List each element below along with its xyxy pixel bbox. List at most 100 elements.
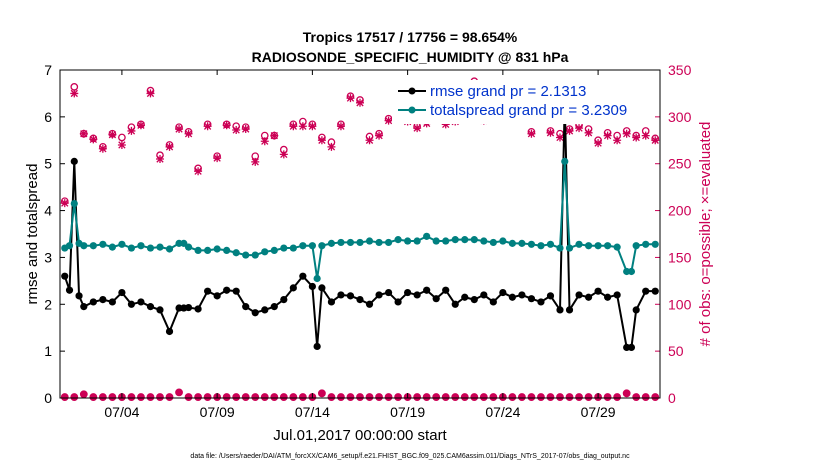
x-tick-label: 07/19 [390, 404, 425, 420]
totalspread-point [432, 237, 440, 245]
rmse-point [651, 287, 659, 295]
obs-zero-point [137, 393, 145, 401]
totalspread-point [404, 237, 412, 245]
obs-zero-point [184, 393, 193, 401]
obs-evaluated-point [79, 129, 88, 138]
rmse-point [156, 306, 164, 314]
totalspread-point [251, 251, 259, 259]
totalspread-point [194, 246, 202, 254]
totalspread-point [223, 246, 231, 254]
totalspread-point [642, 240, 650, 248]
rmse-point [213, 292, 221, 300]
obs-zero-point [327, 393, 336, 401]
obs-evaluated-point [70, 89, 79, 98]
rmse-point [527, 295, 536, 303]
totalspread-point [313, 274, 321, 283]
plot-frame [59, 69, 661, 399]
totalspread-point [242, 251, 250, 259]
obs-zero-point [346, 393, 355, 401]
rmse-point [70, 157, 78, 165]
obs-zero-point [556, 393, 564, 401]
obs-evaluated-point [594, 139, 603, 148]
obs-zero-point [375, 393, 383, 401]
rmse-point [223, 286, 231, 294]
rmse-point [80, 303, 88, 311]
totalspread-point [65, 242, 74, 250]
obs-zero-point [260, 393, 269, 401]
totalspread-point [423, 232, 431, 240]
y-tick-left-label: 6 [44, 109, 52, 125]
totalspread-point [375, 238, 383, 247]
rmse-point [299, 272, 307, 280]
rmse-point [108, 298, 116, 306]
obs-evaluated-point [298, 122, 307, 131]
obs-possible-point [118, 133, 126, 142]
obs-zero-point [518, 393, 526, 401]
rmse-point [261, 306, 269, 314]
x-tick-label: 07/24 [485, 404, 520, 420]
obs-zero-point [175, 388, 183, 397]
legend-spread-marker [408, 106, 416, 114]
rmse-point [75, 292, 83, 300]
obs-evaluated-point [556, 133, 564, 142]
obs-zero-point [79, 390, 88, 399]
y-tick-left-label: 0 [44, 390, 52, 406]
obs-evaluated-point [603, 131, 612, 140]
totalspread-point [518, 239, 526, 247]
rmse-point [165, 327, 174, 336]
totalspread-point [127, 244, 136, 252]
obs-zero-point [651, 393, 660, 401]
obs-zero-point [641, 393, 650, 401]
obs-zero-point [632, 393, 641, 401]
y-axis-right-label: # of obs: o=possible; ×=evaluated [697, 122, 714, 347]
totalspread-point [461, 236, 469, 244]
rmse-point [537, 298, 545, 306]
obs-zero-point [279, 393, 288, 401]
obs-evaluated-point [575, 124, 584, 133]
rmse-point [346, 292, 355, 300]
rmse-point [356, 296, 364, 304]
y-axis-left-label: rmse and totalspread [24, 164, 41, 305]
obs-evaluated-point [365, 136, 374, 145]
rmse-point [194, 305, 202, 313]
rmse-point [146, 303, 155, 311]
totalspread-point [365, 237, 374, 245]
obs-zero-point [194, 393, 202, 401]
obs-evaluated-point [527, 129, 536, 138]
obs-evaluated-point [251, 157, 260, 166]
obs-evaluated-point [584, 128, 593, 137]
rmse-point [604, 293, 612, 301]
rmse-point [65, 286, 74, 294]
obs-evaluated-point [546, 128, 555, 137]
totalspread-point [118, 240, 126, 248]
rmse-point [489, 298, 497, 306]
totalspread-point [632, 242, 640, 250]
obs-zero-point [89, 393, 98, 401]
x-tick-label: 07/29 [581, 404, 616, 420]
totalspread-point [156, 243, 164, 251]
obs-evaluated-point [289, 122, 298, 131]
obs-zero-point [241, 393, 250, 401]
obs-zero-point [298, 393, 307, 401]
rmse-point [251, 309, 259, 317]
obs-evaluated-point [632, 133, 641, 142]
rmse-point [451, 300, 459, 308]
totalspread-point [508, 239, 516, 247]
totalspread-point [356, 238, 364, 247]
obs-evaluated-point [308, 122, 317, 131]
totalspread-point [470, 236, 478, 244]
totalspread-point [299, 242, 307, 250]
y-tick-left-label: 2 [44, 296, 52, 312]
rmse-point [327, 298, 336, 306]
rmse-point [584, 293, 593, 301]
rmse-point [289, 284, 297, 292]
obs-zero-point [98, 393, 107, 401]
rmse-point [594, 287, 602, 295]
obs-zero-point [575, 393, 583, 401]
rmse-point [313, 342, 321, 351]
chart-title-line2: RADIOSONDE_SPECIFIC_HUMIDITY @ 831 hPa [252, 49, 569, 65]
obs-zero-point [318, 389, 326, 398]
rmse-point [565, 306, 574, 314]
obs-evaluated-point [441, 120, 450, 129]
